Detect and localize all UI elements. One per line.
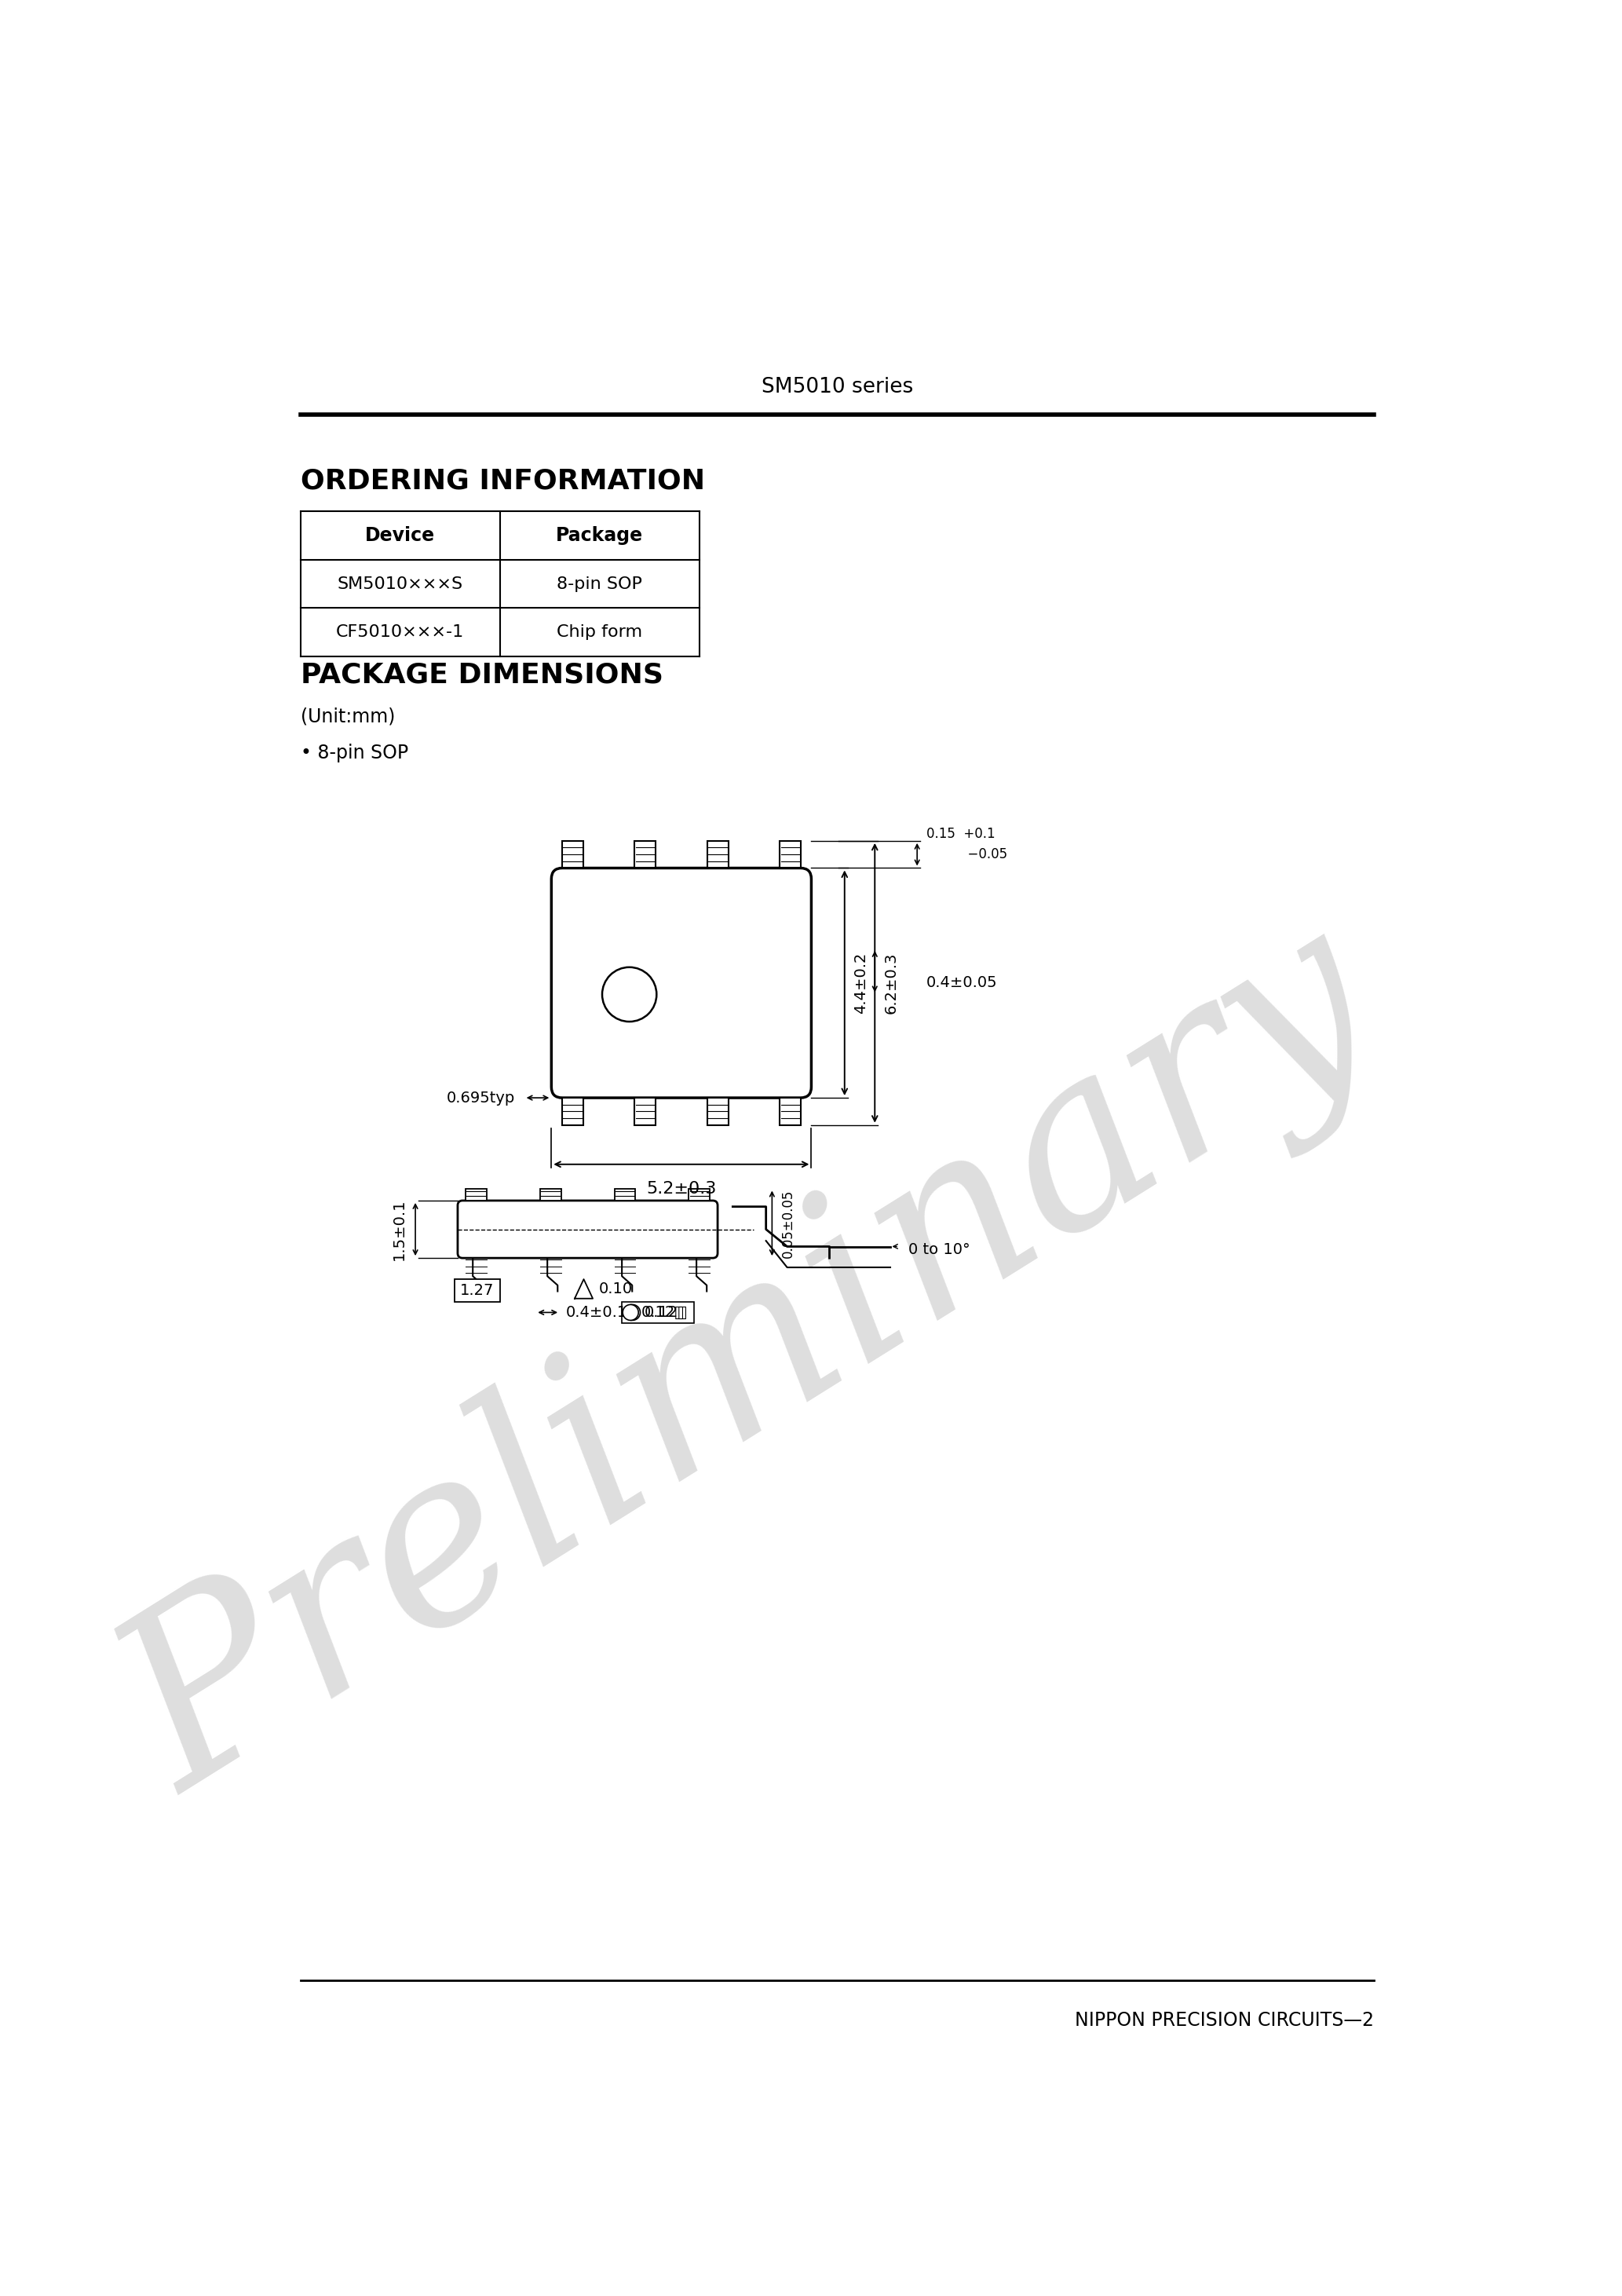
Bar xyxy=(780,840,801,868)
Text: CF5010×××-1: CF5010×××-1 xyxy=(336,625,464,641)
Text: 0 to 10°: 0 to 10° xyxy=(908,1242,970,1256)
Circle shape xyxy=(602,967,657,1022)
Text: PACKAGE DIMENSIONS: PACKAGE DIMENSIONS xyxy=(300,661,663,689)
Text: −0.05: −0.05 xyxy=(926,847,1007,861)
Text: SM5010×××S: SM5010×××S xyxy=(337,576,464,592)
Text: SM5010 series: SM5010 series xyxy=(761,377,913,397)
Text: • 8-pin SOP: • 8-pin SOP xyxy=(300,744,409,762)
Bar xyxy=(466,1189,487,1201)
Text: 0.4±0.1: 0.4±0.1 xyxy=(566,1304,628,1320)
Text: Preliminary: Preliminary xyxy=(84,886,1416,1841)
Text: NIPPON PRECISION CIRCUITS—2: NIPPON PRECISION CIRCUITS—2 xyxy=(1074,2011,1374,2030)
Text: Device: Device xyxy=(365,526,435,544)
Text: 0.695typ: 0.695typ xyxy=(446,1091,516,1104)
Text: 1.27: 1.27 xyxy=(461,1283,495,1297)
Circle shape xyxy=(624,1304,641,1320)
Text: Package: Package xyxy=(556,526,644,544)
Text: 8-pin SOP: 8-pin SOP xyxy=(556,576,642,592)
Bar xyxy=(689,1189,710,1201)
Circle shape xyxy=(623,1304,639,1320)
Bar xyxy=(621,1302,694,1322)
Bar xyxy=(707,840,728,868)
Bar xyxy=(615,1189,636,1201)
Bar xyxy=(634,1097,655,1125)
Text: 0.05±0.05: 0.05±0.05 xyxy=(782,1189,795,1258)
FancyBboxPatch shape xyxy=(551,868,811,1097)
Bar xyxy=(561,1097,584,1125)
Text: 4.4±0.2: 4.4±0.2 xyxy=(853,953,868,1015)
Bar xyxy=(540,1189,561,1201)
Text: (Unit:mm): (Unit:mm) xyxy=(300,707,396,726)
Text: 1.5±0.1: 1.5±0.1 xyxy=(391,1199,406,1261)
FancyBboxPatch shape xyxy=(457,1201,717,1258)
Text: 0.12Ⓜ: 0.12Ⓜ xyxy=(644,1304,688,1320)
Text: 0.12Ⓜ: 0.12Ⓜ xyxy=(641,1304,684,1320)
Text: 0.4±0.05: 0.4±0.05 xyxy=(926,976,998,990)
Bar xyxy=(780,1097,801,1125)
Bar xyxy=(634,840,655,868)
Text: 6.2±0.3: 6.2±0.3 xyxy=(884,953,899,1015)
Bar xyxy=(561,840,584,868)
Text: 0.15  +0.1: 0.15 +0.1 xyxy=(926,827,994,840)
Text: Chip form: Chip form xyxy=(556,625,642,641)
Bar xyxy=(707,1097,728,1125)
Text: 0.10: 0.10 xyxy=(599,1281,633,1297)
Text: 5.2±0.3: 5.2±0.3 xyxy=(646,1180,717,1196)
Text: ORDERING INFORMATION: ORDERING INFORMATION xyxy=(300,468,706,494)
Bar xyxy=(454,1279,500,1302)
